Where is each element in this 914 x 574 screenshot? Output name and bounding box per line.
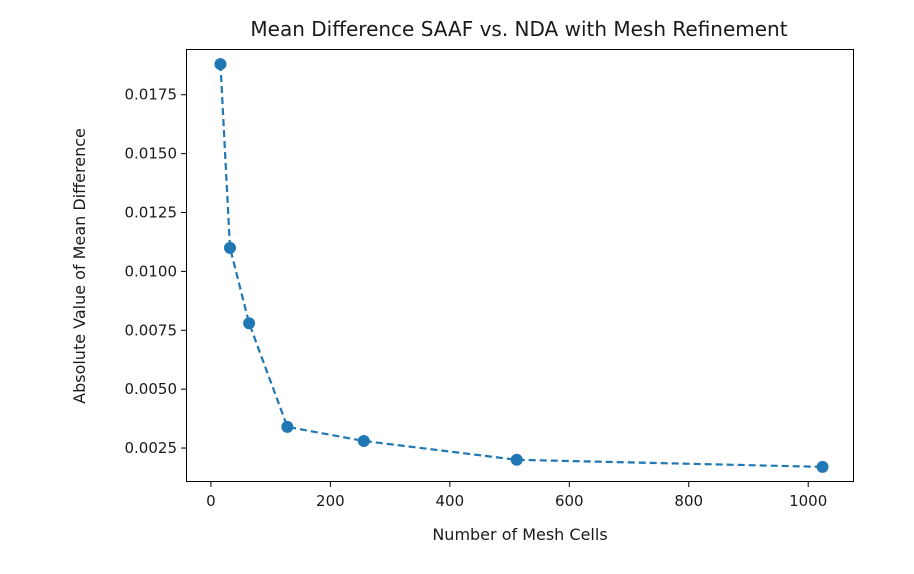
y-tick-label: 0.0175	[125, 86, 178, 104]
x-tick-label: 1000	[789, 492, 827, 510]
x-axis: 0 200 400 600 800 1000	[206, 481, 827, 510]
x-tick-label: 0	[206, 492, 216, 510]
y-tick-label: 0.0025	[125, 439, 178, 457]
y-tick-label: 0.0100	[125, 262, 178, 280]
data-point	[243, 317, 256, 330]
data-point	[510, 453, 523, 466]
data-point	[224, 241, 237, 254]
data-point	[281, 420, 294, 433]
y-tick-label: 0.0050	[125, 380, 178, 398]
axes-frame	[186, 49, 854, 482]
y-tick-label: 0.0150	[125, 145, 178, 163]
chart-title: Mean Difference SAAF vs. NDA with Mesh R…	[250, 17, 787, 41]
data-point	[357, 434, 370, 447]
x-tick-label: 600	[555, 492, 584, 510]
y-tick-label: 0.0125	[125, 204, 178, 222]
x-tick-label: 800	[674, 492, 703, 510]
y-axis: 0.0025 0.0050 0.0075 0.0100 0.0125 0.0150 0.01…	[125, 86, 187, 457]
data-point	[214, 58, 227, 71]
x-tick-label: 400	[435, 492, 464, 510]
series-line	[219, 64, 823, 468]
x-axis-label: Number of Mesh Cells	[432, 525, 607, 544]
plot-area	[214, 58, 829, 473]
y-tick-label: 0.0075	[125, 321, 178, 339]
x-tick-label: 200	[316, 492, 345, 510]
y-axis-label: Absolute Value of Mean Difference	[70, 128, 89, 404]
data-point	[816, 460, 829, 473]
